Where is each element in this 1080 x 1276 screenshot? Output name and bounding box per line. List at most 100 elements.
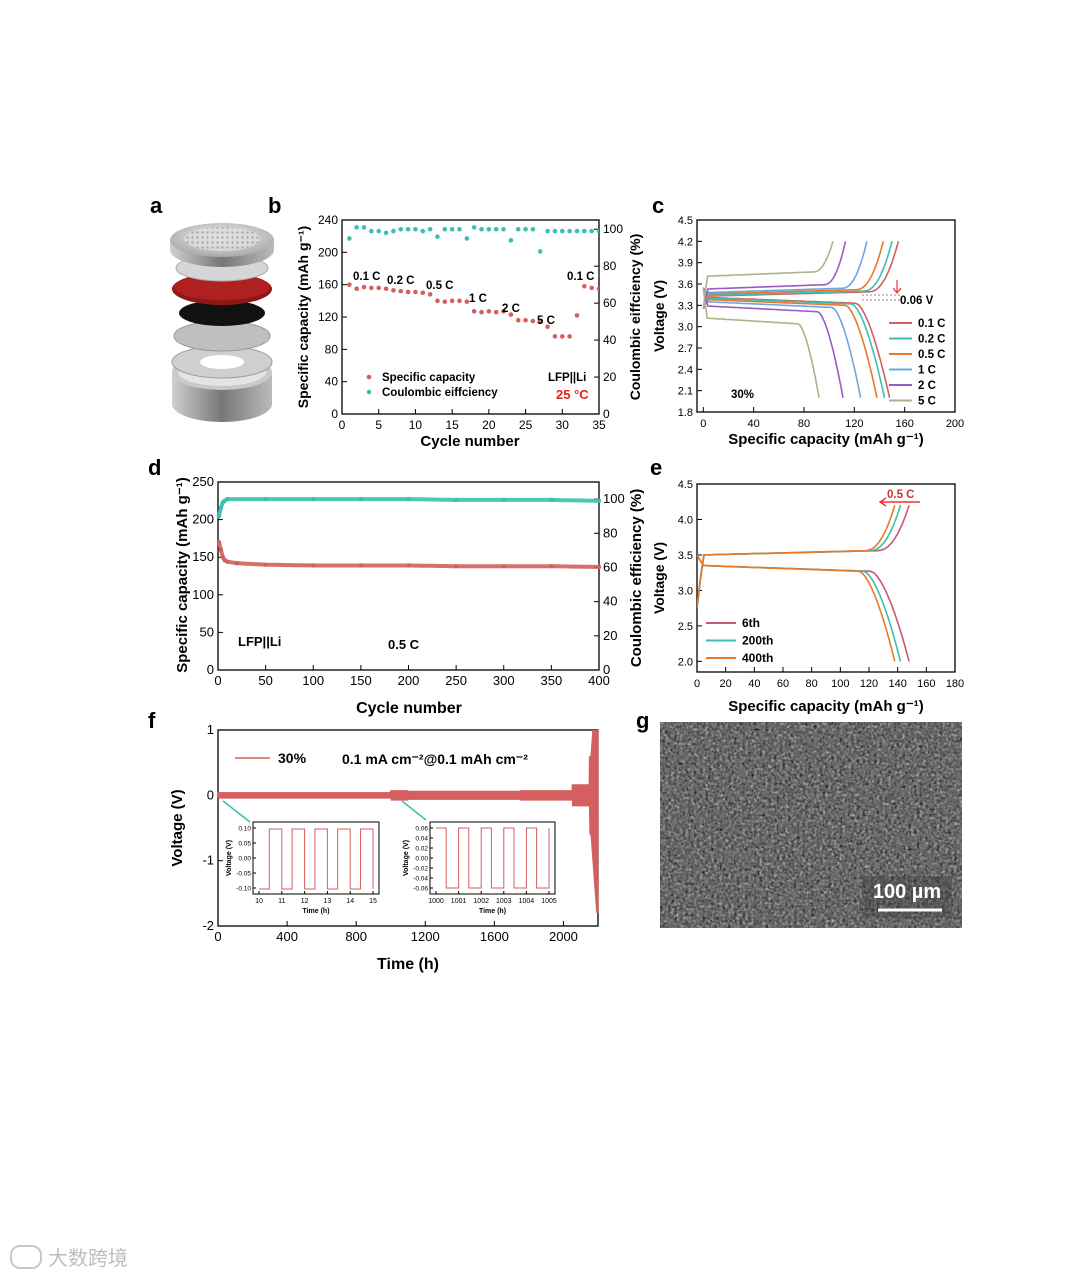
chart-c-percent-label: 30%	[731, 389, 754, 401]
y2-tick-label: 0	[603, 407, 610, 421]
chart-b-point	[515, 226, 521, 232]
inset-trace	[259, 828, 374, 890]
chart-b-point	[567, 334, 572, 339]
chart-d-xlabel: Cycle number	[356, 700, 462, 717]
inset-x-tick-label: 14	[346, 898, 354, 905]
chart-f-trace	[217, 756, 594, 835]
inset-y-tick-label: 0.06	[415, 826, 428, 833]
chart-b-legend-capacity: Specific capacity	[382, 372, 476, 384]
chart-b-point	[582, 283, 587, 289]
x-tick-label: 160	[895, 418, 913, 430]
x-tick-label: 150	[350, 673, 372, 688]
chart-b-frame	[341, 219, 600, 415]
chart-b-point	[530, 226, 536, 232]
x-tick-label: 100	[831, 678, 849, 690]
inset-x-tick-label: 1003	[496, 898, 512, 905]
y2-tick-label: 80	[603, 259, 617, 273]
chart-b-point	[530, 318, 536, 324]
chart-c-gap-label: 0.06 V	[900, 295, 934, 307]
chart-e-legend-label: 400th	[742, 651, 773, 665]
chart-b-point	[471, 225, 477, 230]
chart-b-point	[442, 299, 448, 304]
y-tick-label: 160	[318, 278, 338, 292]
inset-x-tick-label: 11	[278, 898, 285, 905]
x-tick-label: 15	[445, 418, 459, 432]
y-tick-label: 4.0	[678, 514, 693, 526]
x-tick-label: 0	[214, 929, 221, 944]
inset-y-tick-label: -0.06	[413, 886, 428, 893]
inset-trace	[436, 827, 550, 889]
inset-x-tick-label: 1005	[541, 898, 557, 905]
inset-y-tick-label: -0.10	[236, 886, 251, 893]
chart-b-point	[523, 317, 528, 323]
chart-b-point	[354, 286, 359, 292]
chart-c-discharge-curve	[702, 287, 844, 398]
x-tick-label: 5	[375, 418, 382, 432]
y-tick-label: 3.0	[678, 585, 693, 597]
chart-b-rate-label: 2 C	[502, 303, 520, 315]
chart-e-charge-curve	[697, 505, 910, 609]
y-tick-label: 120	[318, 310, 338, 324]
chart-c-charge-curve	[702, 241, 868, 310]
x-tick-label: 200	[946, 418, 964, 430]
chart-c-legend-label: 5 C	[918, 396, 936, 408]
y-tick-label: 0	[207, 662, 214, 677]
chart-b-point	[435, 234, 440, 239]
chart-c-frame	[696, 219, 956, 413]
chart-b-point	[413, 226, 418, 232]
y2-tick-label: 20	[603, 370, 617, 384]
chart-b-rate-label: 0.1 C	[567, 271, 595, 283]
x-tick-label: 140	[888, 678, 906, 690]
inset-y-tick-label: 0.00	[238, 856, 251, 863]
inset-ylabel: Voltage (V)	[226, 840, 233, 876]
chart-c-charge-curve	[702, 241, 847, 310]
x-tick-label: 200	[398, 673, 420, 688]
chart-b-point	[347, 282, 352, 287]
y-tick-label: 2.0	[678, 656, 693, 668]
chart-e-xlabel: Specific capacity (mAh g⁻¹)	[728, 698, 923, 715]
chart-e-charge-curve	[697, 505, 902, 609]
y-tick-label: 150	[192, 549, 214, 564]
chart-b-point	[398, 226, 404, 232]
chart-b-point	[537, 249, 543, 254]
inset-x-tick-label: 10	[255, 898, 263, 905]
chart-b-point	[427, 226, 433, 232]
y-tick-label: 2.5	[678, 621, 693, 633]
y-tick-label: 4.2	[678, 236, 693, 248]
chart-b-point	[391, 288, 396, 293]
panel-label-f: f	[148, 708, 156, 733]
chart-b-legend-marker-capacity	[366, 374, 372, 380]
chart-d-y2label: Coulombic efficiency (%)	[628, 489, 645, 667]
chart-b-point	[376, 228, 382, 234]
chart-c-ylabel: Voltage (V)	[651, 280, 667, 352]
chart-c-charge-curve	[702, 241, 885, 310]
y-tick-label: 100	[192, 587, 214, 602]
panel-label-a: a	[150, 193, 163, 218]
inset-x-tick-label: 1004	[519, 898, 535, 905]
panel-label-g: g	[636, 708, 649, 733]
chart-c-legend-label: 0.1 C	[918, 318, 946, 330]
chart-b-point	[589, 285, 594, 291]
y-tick-label: 2.1	[678, 386, 693, 398]
y-tick-label: 1.8	[678, 407, 693, 419]
chart-b-point	[574, 313, 580, 318]
x-tick-label: 0	[214, 673, 221, 688]
chart-b-point	[354, 225, 359, 230]
watermark-text: 大数跨境	[48, 1246, 128, 1270]
x-tick-label: 60	[777, 678, 789, 690]
y-tick-label: 3.3	[678, 300, 693, 312]
y-tick-label: -1	[202, 853, 214, 868]
chart-e-frame	[696, 483, 956, 673]
x-tick-label: 40	[748, 678, 760, 690]
chart-b-point	[361, 225, 367, 230]
chart-b-point	[574, 228, 580, 234]
chart-b-rate-label: 0.5 C	[426, 280, 454, 292]
chart-b-cell-label: LFP||Li	[548, 372, 586, 384]
chart-b-point	[361, 284, 367, 290]
inset-x-tick-label: 1001	[451, 898, 467, 905]
y2-tick-label: 80	[603, 525, 617, 540]
y2-tick-label: 60	[603, 559, 617, 574]
panel-label-b: b	[268, 193, 281, 218]
chart-b-point	[464, 236, 470, 241]
chart-b-point	[398, 288, 404, 294]
